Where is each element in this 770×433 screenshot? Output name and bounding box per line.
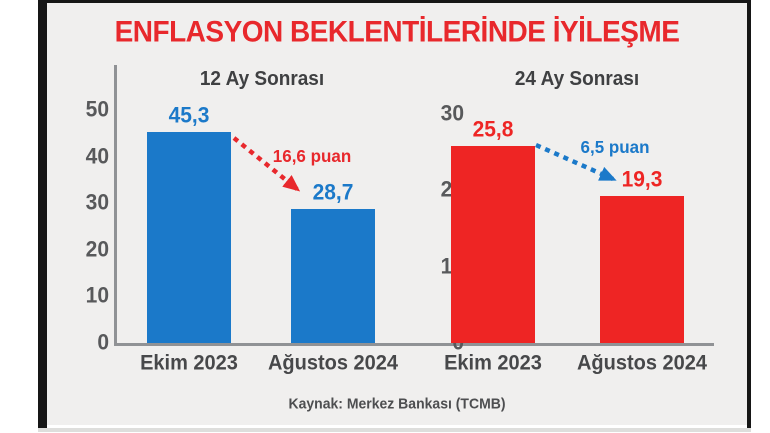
y-tick-label: 10 [85, 283, 109, 308]
frame-top-border [38, 0, 751, 3]
bar-ağustos-2024 [600, 196, 684, 343]
x-category-label: Ağustos 2024 [576, 351, 708, 375]
plot-area-24ay: 25,8 19,3 [447, 114, 747, 343]
y-axis-line [114, 65, 117, 343]
x-category-label: Ekim 2023 [444, 351, 542, 375]
bar-value-label: 19,3 [621, 167, 663, 192]
change-label-12ay: 16,6 puan [272, 146, 352, 167]
bar-ekim-2023 [147, 132, 231, 343]
page-title: ENFLASYON BEKLENTİLERİNDE İYİLEŞME [114, 15, 680, 48]
bar-ekim-2023 [451, 146, 535, 343]
y-tick-label: 20 [85, 237, 109, 262]
x-axis-line [114, 343, 714, 346]
x-category-label: Ağustos 2024 [267, 351, 399, 375]
chart-title-12ay: 12 Ay Sonrası [199, 68, 325, 91]
plot-area-12ay: 45,3 28,7 [117, 103, 407, 343]
x-category-label: Ekim 2023 [140, 351, 238, 375]
y-axis-ticks-12ay: 0 10 20 30 40 50 [67, 98, 109, 354]
frame-right-border [747, 0, 751, 429]
frame-bottom-shadow [38, 428, 751, 432]
bar-value-label: 28,7 [312, 180, 354, 205]
y-tick-label: 0 [97, 330, 109, 355]
bar-value-label: 45,3 [168, 103, 210, 128]
source-caption: Kaynak: Merkez Bankası (TCMB) [288, 394, 506, 412]
decrease-arrow-24ay [535, 142, 617, 182]
y-tick-label: 50 [85, 97, 109, 122]
bar-ağustos-2024 [291, 209, 375, 343]
y-tick-label: 30 [85, 190, 109, 215]
bar-value-label: 25,8 [472, 117, 514, 142]
change-label-24ay: 6,5 puan [580, 137, 650, 158]
frame-left-border [38, 0, 47, 429]
decrease-arrow-12ay [232, 136, 301, 192]
chart-panel: ENFLASYON BEKLENTİLERİNDE İYİLEŞME 12 Ay… [47, 3, 747, 425]
chart-title-24ay: 24 Ay Sonrası [514, 68, 640, 91]
y-tick-label: 40 [85, 144, 109, 169]
y-tick-label: 30 [440, 101, 464, 126]
